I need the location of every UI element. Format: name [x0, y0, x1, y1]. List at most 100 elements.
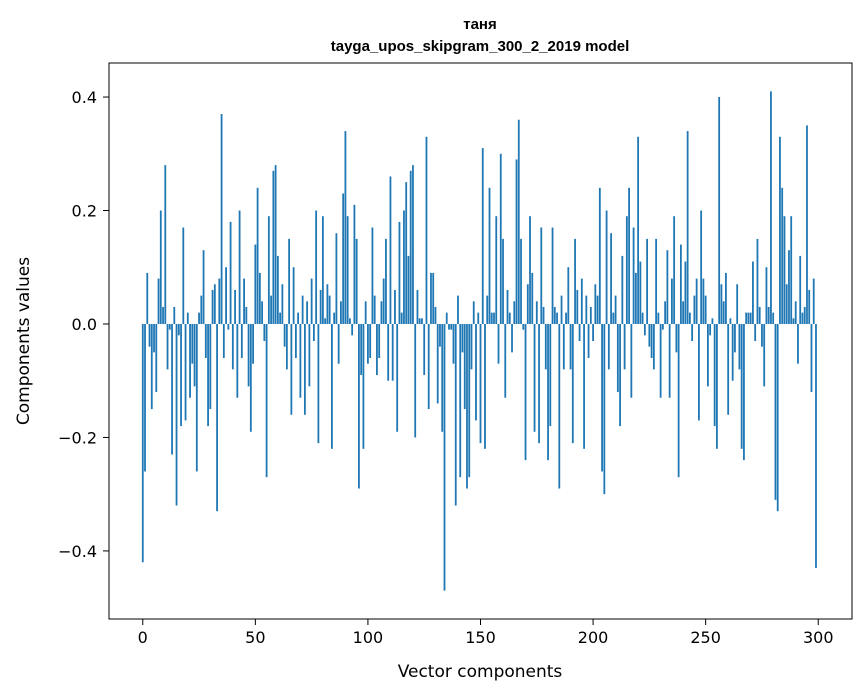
x-axis-label: Vector components — [398, 662, 563, 682]
bar — [765, 267, 768, 324]
bar — [362, 323, 365, 449]
bar — [812, 278, 815, 324]
bar — [734, 323, 736, 353]
bar — [175, 323, 178, 506]
bar — [479, 323, 482, 444]
x-tick-label: 0 — [138, 628, 148, 647]
bar — [202, 250, 205, 324]
bar — [792, 318, 795, 324]
bar — [700, 210, 703, 324]
bar — [621, 255, 624, 324]
bar — [612, 312, 615, 324]
bar — [182, 227, 185, 324]
bar — [486, 295, 489, 324]
bar — [220, 114, 223, 324]
bar — [475, 323, 477, 421]
bar — [560, 295, 563, 324]
bar — [238, 210, 241, 324]
bar — [407, 255, 410, 324]
bar — [810, 323, 813, 393]
bar — [650, 323, 653, 359]
bar — [720, 284, 723, 324]
y-tick-label: −0.2 — [58, 428, 97, 447]
bar — [198, 312, 200, 324]
bar — [790, 216, 793, 324]
bar — [495, 216, 498, 324]
bar — [423, 323, 426, 376]
bar — [639, 261, 642, 324]
bar — [468, 323, 471, 478]
bar — [603, 323, 606, 495]
bar — [409, 170, 412, 324]
bar — [648, 323, 651, 347]
bar — [688, 312, 691, 324]
bar — [351, 323, 354, 336]
bar — [189, 323, 191, 398]
bar — [195, 323, 198, 472]
bar — [324, 318, 327, 324]
bar — [148, 323, 151, 347]
bar — [186, 312, 189, 324]
bar — [538, 323, 540, 444]
bar — [355, 238, 358, 324]
bar — [808, 289, 811, 324]
bar — [326, 284, 329, 324]
bar — [153, 323, 155, 353]
bar — [344, 131, 347, 324]
bar — [673, 216, 676, 324]
bar — [578, 323, 581, 341]
bar — [686, 131, 689, 324]
bar — [146, 272, 149, 324]
bar — [646, 238, 649, 324]
bar — [799, 255, 802, 324]
bar — [211, 289, 214, 324]
bar — [272, 170, 275, 324]
bar — [571, 323, 574, 444]
bar — [252, 323, 254, 364]
bar — [448, 323, 450, 330]
bar — [531, 272, 534, 324]
bar — [306, 301, 309, 324]
bar — [576, 289, 579, 324]
bar — [502, 238, 504, 324]
bar — [515, 159, 518, 324]
bar — [294, 323, 297, 359]
bar — [549, 323, 552, 427]
bar — [497, 323, 500, 364]
bar — [657, 312, 660, 324]
bar — [551, 227, 554, 324]
bar — [328, 295, 331, 324]
bar — [159, 210, 162, 324]
bar — [718, 97, 721, 324]
bar — [263, 323, 266, 341]
bar — [425, 136, 428, 324]
bar — [601, 323, 603, 472]
bar — [803, 306, 806, 324]
bar — [274, 165, 277, 324]
bar — [150, 323, 153, 410]
bar — [763, 323, 766, 387]
bar — [477, 312, 480, 324]
bar — [761, 323, 763, 347]
bar — [144, 323, 146, 472]
bar — [659, 323, 662, 398]
bar — [312, 323, 315, 341]
bar — [385, 238, 387, 324]
bar — [722, 301, 725, 324]
bar — [308, 323, 311, 387]
bar — [544, 323, 547, 370]
bar — [668, 323, 671, 398]
bar — [162, 306, 164, 324]
bar — [171, 323, 173, 455]
bar — [580, 278, 583, 324]
bar — [533, 323, 536, 432]
bar — [547, 323, 549, 461]
bar — [517, 119, 520, 324]
bar — [535, 301, 538, 324]
bar — [625, 216, 628, 324]
bar — [256, 187, 259, 324]
bar — [416, 289, 419, 324]
bar — [382, 278, 385, 324]
bar — [389, 176, 392, 324]
bar — [481, 148, 484, 324]
